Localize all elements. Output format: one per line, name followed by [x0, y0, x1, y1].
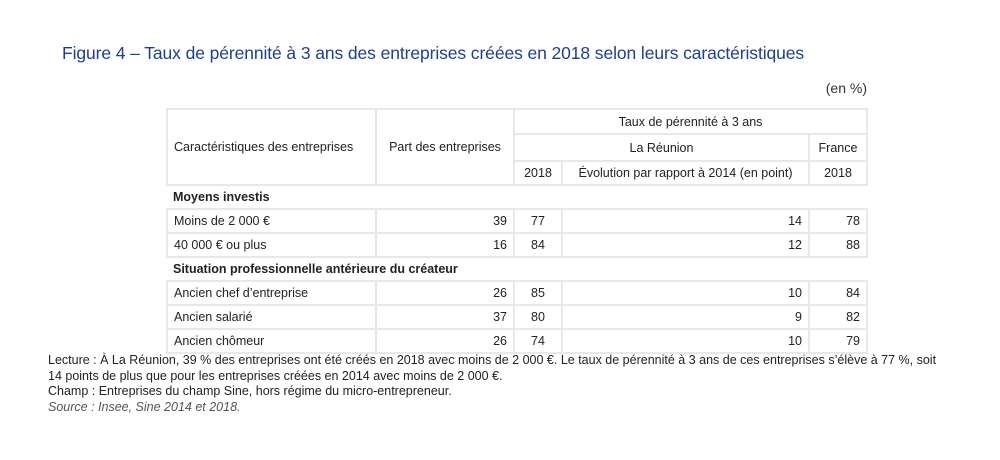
table-row: Ancien chef d’entreprise 26 85 10 84 — [166, 280, 868, 306]
row-label: 40 000 € ou plus — [166, 232, 377, 258]
figure-title: Figure 4 – Taux de pérennité à 3 ans des… — [62, 43, 805, 63]
header-share: Part des entreprises — [375, 108, 515, 186]
source-note: Source : Insee, Sine 2014 et 2018. — [48, 399, 241, 414]
header-evolution: Évolution par rapport à 2014 (en point) — [561, 160, 810, 186]
table-row: Ancien salarié 37 80 9 82 — [166, 304, 868, 330]
share-cell: 26 — [375, 328, 515, 354]
reunion-2018-cell: 74 — [513, 328, 563, 354]
header-survival: Taux de pérennité à 3 ans — [513, 108, 868, 135]
reunion-2018-cell: 77 — [513, 208, 563, 234]
share-cell: 26 — [375, 280, 515, 306]
section-header: Moyens investis — [167, 184, 867, 210]
header-reunion-2018: 2018 — [513, 160, 563, 186]
evolution-cell: 14 — [561, 208, 810, 234]
france-2018-cell: 79 — [808, 328, 868, 354]
table-row: 40 000 € ou plus 16 84 12 88 — [166, 232, 868, 258]
table-row: Ancien chômeur 26 74 10 79 — [166, 328, 868, 354]
row-label: Ancien chef d’entreprise — [166, 280, 377, 306]
reunion-2018-cell: 85 — [513, 280, 563, 306]
header-france: France — [808, 133, 868, 162]
reunion-2018-cell: 84 — [513, 232, 563, 258]
row-label: Ancien chômeur — [166, 328, 377, 354]
reunion-2018-cell: 80 — [513, 304, 563, 330]
row-label: Ancien salarié — [166, 304, 377, 330]
evolution-cell: 9 — [561, 304, 810, 330]
share-cell: 37 — [375, 304, 515, 330]
france-2018-cell: 88 — [808, 232, 868, 258]
data-table: Caractéristiques des entreprises Part de… — [166, 108, 868, 354]
evolution-cell: 10 — [561, 328, 810, 354]
lecture-note: Lecture : À La Réunion, 39 % des entrepr… — [48, 353, 937, 383]
row-label: Moins de 2 000 € — [166, 208, 377, 234]
evolution-cell: 10 — [561, 280, 810, 306]
header-france-2018: 2018 — [808, 160, 868, 186]
unit-label: (en %) — [825, 80, 867, 96]
france-2018-cell: 78 — [808, 208, 868, 234]
champ-note: Champ : Entreprises du champ Sine, hors … — [48, 384, 452, 398]
notes: Lecture : À La Réunion, 39 % des entrepr… — [48, 353, 948, 415]
evolution-cell: 12 — [561, 232, 810, 258]
share-cell: 16 — [375, 232, 515, 258]
table-row: Moins de 2 000 € 39 77 14 78 — [166, 208, 868, 234]
header-characteristics: Caractéristiques des entreprises — [166, 108, 377, 186]
header-reunion: La Réunion — [513, 133, 810, 162]
france-2018-cell: 82 — [808, 304, 868, 330]
section-header: Situation professionnelle antérieure du … — [167, 256, 867, 282]
share-cell: 39 — [375, 208, 515, 234]
france-2018-cell: 84 — [808, 280, 868, 306]
